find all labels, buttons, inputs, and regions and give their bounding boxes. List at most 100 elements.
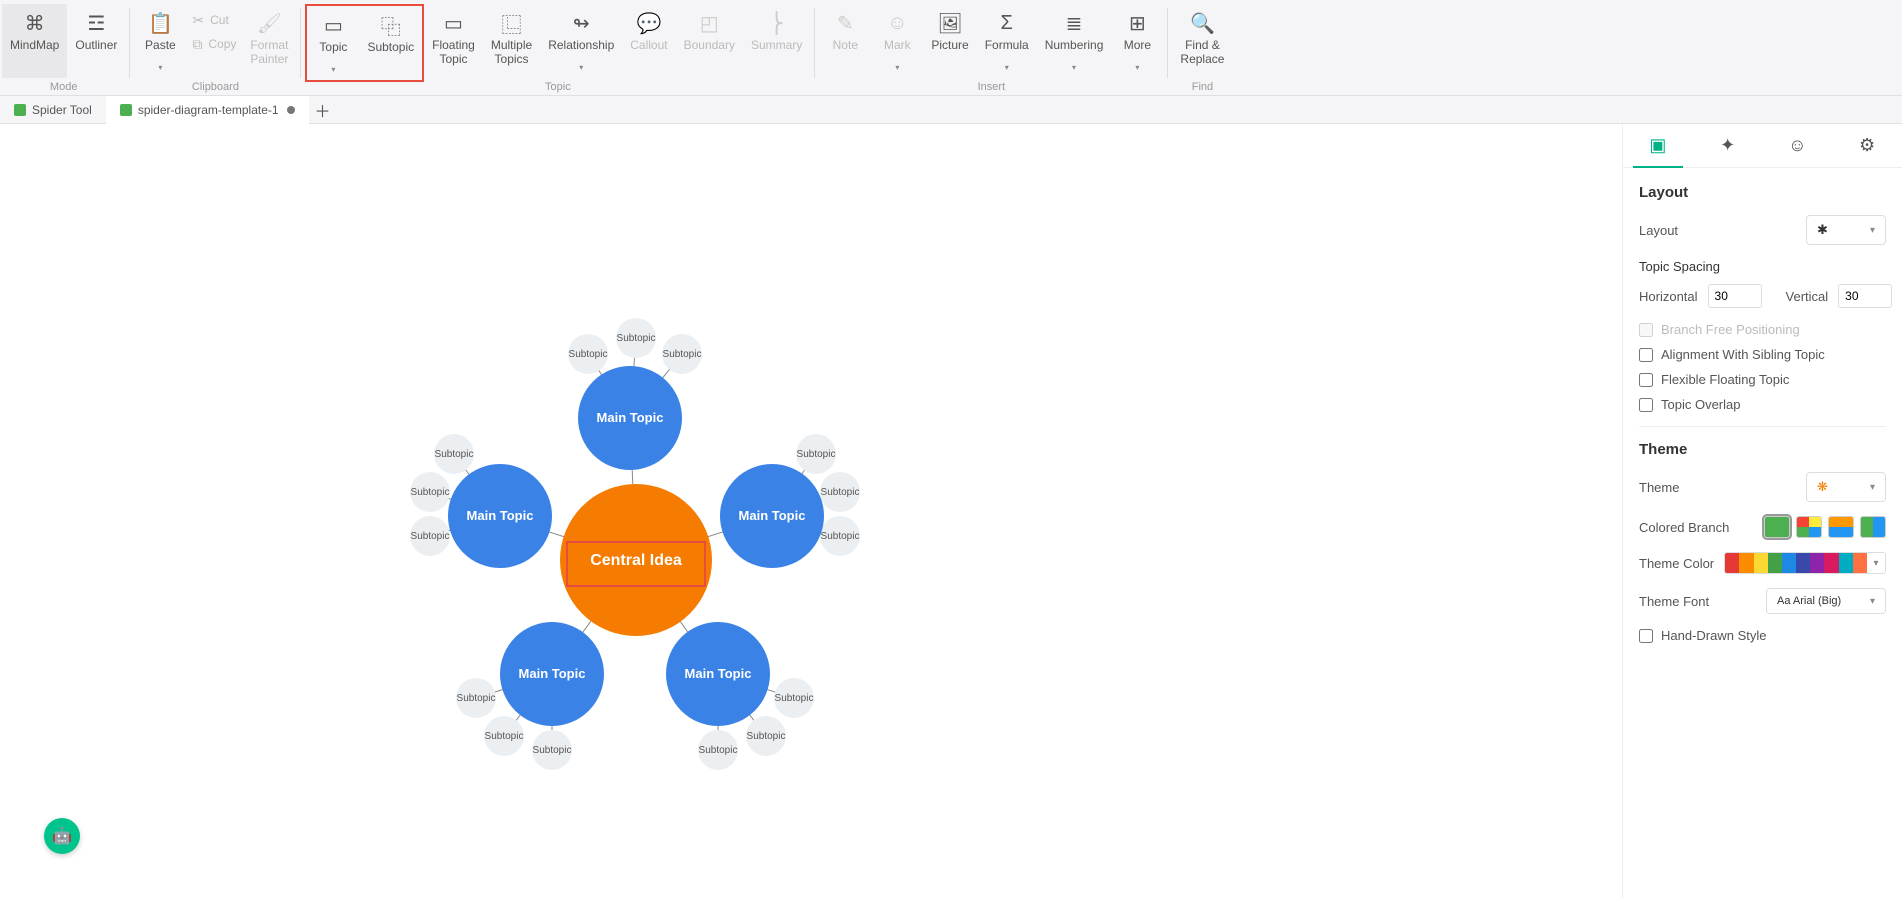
- format-panel: ▣ ✦ ☺ ⚙ Layout Layout ✱▾ Topic Spacing H…: [1622, 124, 1902, 898]
- panel-tab-settings[interactable]: ⚙: [1832, 124, 1902, 167]
- panel-divider: [1639, 426, 1886, 427]
- ribbon-group-clipboard: 📋 Paste ▾ ✂Cut ⧉Copy 🖌 Format Painter Cl…: [132, 0, 298, 95]
- callout-button[interactable]: 💬 Callout: [622, 4, 675, 78]
- topic-button[interactable]: ▭ Topic ▾: [307, 6, 359, 80]
- find-group-label: Find: [1170, 81, 1234, 93]
- ribbon-group-find: 🔍 Find & Replace Find: [1170, 0, 1234, 95]
- svg-text:Central Idea: Central Idea: [590, 552, 682, 569]
- picture-button[interactable]: 🖼Picture: [923, 4, 976, 78]
- summary-button[interactable]: ⎬ Summary: [743, 4, 810, 78]
- chevron-down-icon: ▾: [1870, 482, 1875, 493]
- document-tabstrip: Spider Tool spider-diagram-template-1 ＋: [0, 96, 1902, 124]
- layout-select[interactable]: ✱▾: [1806, 215, 1886, 245]
- copy-button[interactable]: ⧉Copy: [186, 32, 242, 56]
- panel-body: Layout Layout ✱▾ Topic Spacing Horizonta…: [1623, 168, 1902, 669]
- add-tab-button[interactable]: ＋: [309, 98, 337, 122]
- flexible-floating-checkbox[interactable]: Flexible Floating Topic: [1639, 372, 1886, 387]
- subtopic-label: Subtopic: [367, 40, 414, 54]
- branch-swatch-1[interactable]: [1764, 516, 1790, 538]
- theme-label: Theme: [1639, 480, 1679, 495]
- boundary-label: Boundary: [684, 38, 735, 52]
- subtopic-icon: ⿻: [381, 12, 401, 38]
- file-icon: [120, 104, 132, 116]
- panel-tab-style[interactable]: ✦: [1693, 124, 1763, 167]
- chat-fab-button[interactable]: 🤖: [44, 818, 80, 854]
- mark-label: Mark: [884, 38, 911, 52]
- floating-topic-button[interactable]: ▭ Floating Topic: [424, 4, 483, 78]
- panel-tab-layout[interactable]: ▣: [1623, 124, 1693, 167]
- callout-label: Callout: [630, 38, 667, 52]
- checkbox-input[interactable]: [1639, 398, 1653, 412]
- format-painter-button[interactable]: 🖌 Format Painter: [242, 4, 296, 78]
- ribbon-separator: [300, 8, 301, 78]
- multiple-topics-button[interactable]: ⿺ Multiple Topics: [483, 4, 540, 78]
- boundary-button[interactable]: ◰ Boundary: [676, 4, 743, 78]
- hand-drawn-checkbox[interactable]: Hand-Drawn Style: [1639, 628, 1886, 643]
- branch-swatch-2[interactable]: [1796, 516, 1822, 538]
- outliner-button[interactable]: ☲ Outliner: [67, 4, 125, 78]
- theme-font-select[interactable]: Aa Arial (Big)▾: [1766, 588, 1886, 614]
- subtopic-button[interactable]: ⿻ Subtopic: [359, 6, 422, 80]
- tab-spider-tool[interactable]: Spider Tool: [0, 96, 106, 124]
- branch-free-checkbox[interactable]: Branch Free Positioning: [1639, 322, 1886, 337]
- more-label: More: [1124, 38, 1151, 52]
- formula-icon: Σ: [1001, 10, 1013, 36]
- boundary-icon: ◰: [700, 10, 719, 36]
- numbering-button[interactable]: ≣Numbering▾: [1037, 4, 1112, 78]
- panel-tab-emoji[interactable]: ☺: [1763, 124, 1833, 167]
- cut-icon: ✂: [192, 12, 204, 29]
- colored-branch-label: Colored Branch: [1639, 520, 1729, 535]
- checkbox-label: Branch Free Positioning: [1661, 322, 1800, 337]
- checkbox-input[interactable]: [1639, 348, 1653, 362]
- relationship-dropdown-icon: ▾: [579, 63, 583, 72]
- tab-spider-diagram-template[interactable]: spider-diagram-template-1: [106, 96, 309, 124]
- mark-button[interactable]: ☺ Mark ▾: [871, 4, 923, 78]
- checkbox-input[interactable]: [1639, 323, 1653, 337]
- ribbon-separator: [1167, 8, 1168, 78]
- theme-color-select[interactable]: ▾: [1724, 552, 1886, 574]
- picture-icon: 🖼: [937, 10, 962, 36]
- spider-diagram: SubtopicSubtopicSubtopicSubtopicSubtopic…: [0, 124, 1273, 898]
- theme-select[interactable]: ❋▾: [1806, 472, 1886, 502]
- more-button[interactable]: ⊞More▾: [1111, 4, 1163, 78]
- align-sibling-checkbox[interactable]: Alignment With Sibling Topic: [1639, 347, 1886, 362]
- branch-swatch-3[interactable]: [1828, 516, 1854, 538]
- insert-group-label: Insert: [817, 81, 1165, 93]
- svg-text:Main Topic: Main Topic: [519, 666, 586, 681]
- svg-text:Subtopic: Subtopic: [747, 731, 786, 742]
- horizontal-spacing-input[interactable]: [1708, 284, 1762, 308]
- numbering-label: Numbering: [1045, 38, 1104, 52]
- vertical-spacing-input[interactable]: [1838, 284, 1892, 308]
- paste-button[interactable]: 📋 Paste ▾: [134, 4, 186, 78]
- svg-text:Main Topic: Main Topic: [739, 508, 806, 523]
- canvas[interactable]: SubtopicSubtopicSubtopicSubtopicSubtopic…: [0, 124, 1273, 898]
- outliner-icon: ☲: [87, 10, 105, 36]
- paste-label: Paste: [145, 38, 176, 52]
- checkbox-input[interactable]: [1639, 373, 1653, 387]
- theme-font-value: Arial (Big): [1793, 595, 1841, 607]
- mark-icon: ☺: [887, 10, 907, 36]
- svg-text:Main Topic: Main Topic: [467, 508, 534, 523]
- find-replace-button[interactable]: 🔍 Find & Replace: [1172, 4, 1232, 78]
- summary-icon: ⎬: [769, 10, 784, 36]
- mark-dropdown-icon: ▾: [895, 63, 899, 72]
- checkbox-input[interactable]: [1639, 629, 1653, 643]
- formula-button[interactable]: ΣFormula▾: [977, 4, 1037, 78]
- mindmap-icon: ⌘: [25, 10, 45, 36]
- ribbon-separator: [814, 8, 815, 78]
- multiple-topics-icon: ⿺: [502, 10, 522, 36]
- svg-text:Subtopic: Subtopic: [821, 531, 860, 542]
- svg-text:Subtopic: Subtopic: [775, 693, 814, 704]
- svg-text:Subtopic: Subtopic: [663, 349, 702, 360]
- mindmap-button[interactable]: ⌘ MindMap: [2, 4, 67, 78]
- file-icon: [14, 104, 26, 116]
- cut-button[interactable]: ✂Cut: [186, 8, 242, 32]
- note-button[interactable]: ✎Note: [819, 4, 871, 78]
- format-painter-icon: 🖌: [257, 10, 282, 36]
- theme-font-label: Theme Font: [1639, 594, 1709, 609]
- relationship-button[interactable]: ↬ Relationship ▾: [540, 4, 622, 78]
- topic-group-label: Topic: [303, 81, 812, 93]
- topic-overlap-checkbox[interactable]: Topic Overlap: [1639, 397, 1886, 412]
- svg-text:Main Topic: Main Topic: [685, 666, 752, 681]
- branch-swatch-4[interactable]: [1860, 516, 1886, 538]
